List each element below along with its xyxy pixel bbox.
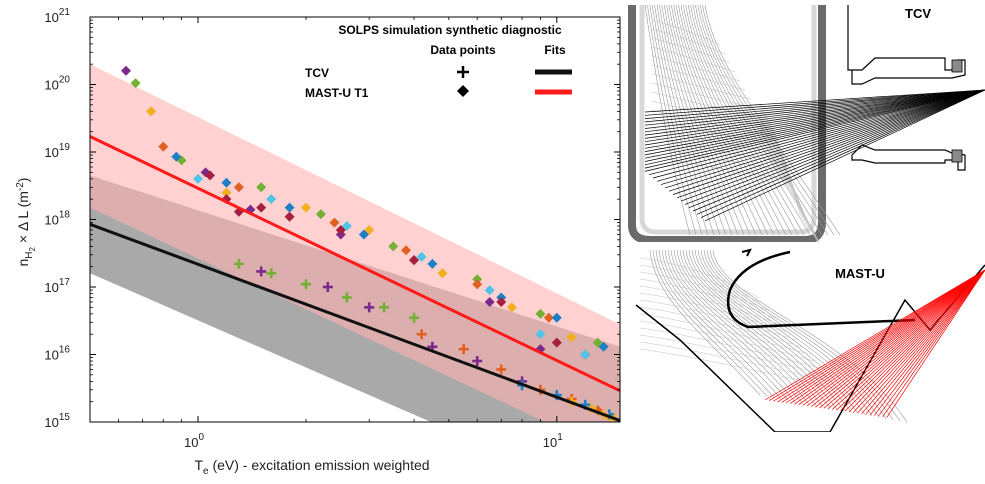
- data-point-diamond: [221, 187, 232, 198]
- data-point-diamond: [484, 285, 495, 296]
- y-tick-label: 1019: [44, 142, 70, 160]
- data-point-diamond: [341, 221, 352, 232]
- data-point-diamond: [266, 194, 277, 205]
- data-point-diamond: [146, 106, 157, 117]
- y-tick-label: 1017: [44, 277, 70, 295]
- mastu-lines-of-sight: [764, 269, 985, 418]
- data-point-diamond: [329, 217, 340, 228]
- mastu-label: MAST-U: [835, 266, 885, 281]
- mastu-schematic: MAST-U: [627, 247, 985, 432]
- data-point-plus: [341, 292, 352, 303]
- data-point-diamond: [592, 337, 603, 348]
- mastu-divertor-nose: [726, 250, 916, 329]
- data-point-diamond: [193, 173, 204, 184]
- legend-col-fits: Fits: [544, 43, 566, 57]
- data-point-plus: [409, 312, 420, 323]
- data-point-plus: [301, 279, 312, 290]
- legend-marker-plus: [457, 66, 469, 78]
- data-point-diamond: [551, 337, 562, 348]
- fit-lines: [90, 135, 620, 422]
- data-point-diamond: [543, 312, 554, 323]
- data-point-diamond: [158, 141, 169, 152]
- data-point-plus: [472, 356, 483, 367]
- data-point-plus: [322, 282, 333, 292]
- y-axis-label: nH2 × Δ L (m-2): [15, 178, 37, 267]
- data-point-diamond: [171, 151, 182, 162]
- data-point-diamond: [566, 332, 577, 343]
- x-tick-label: 101: [543, 432, 563, 450]
- confidence-bands: [90, 64, 620, 422]
- data-point-diamond: [551, 312, 562, 323]
- legend-marker-diamond: [457, 85, 469, 97]
- data-point-plus: [364, 302, 375, 313]
- data-point-diamond: [256, 182, 267, 193]
- data-point-plus: [416, 329, 427, 340]
- data-point-diamond: [233, 182, 244, 193]
- fit-line-1: [90, 135, 620, 393]
- legend-label-tcv: TCV: [305, 66, 329, 80]
- y-tick-label: 1021: [44, 7, 70, 25]
- data-point-plus: [379, 302, 390, 313]
- data-point-plus: [458, 344, 469, 355]
- fit-band-1: [90, 64, 620, 422]
- data-point-diamond: [221, 177, 232, 188]
- data-point-plus: [266, 268, 277, 279]
- data-point-diamond: [358, 229, 369, 240]
- tcv-port: [847, 5, 966, 171]
- data-point-diamond: [598, 341, 609, 352]
- x-axis-label: Te (eV) - excitation emission weighted: [194, 457, 429, 477]
- data-point-diamond: [484, 296, 495, 307]
- mastu-mesh: [639, 249, 908, 423]
- data-point-diamond: [301, 202, 312, 213]
- data-point-plus: [256, 266, 267, 277]
- tcv-tile-lining: [639, 5, 817, 235]
- data-point-plus: [233, 258, 244, 269]
- data-point-diamond: [580, 349, 591, 360]
- data-point-diamond: [388, 241, 399, 252]
- y-tick-label: 1016: [44, 345, 70, 363]
- x-tick-label: 100: [184, 432, 204, 450]
- data-point-diamond: [496, 296, 507, 307]
- axis-ticks: 1015 1016 1017 1018 1019 1020 1021 100 101: [44, 7, 620, 450]
- y-tick-label: 1015: [44, 412, 70, 430]
- data-point-diamond: [130, 78, 141, 89]
- fit-line-0: [90, 222, 620, 422]
- tcv-label: TCV: [905, 6, 931, 21]
- data-point-diamond: [427, 258, 438, 269]
- data-point-diamond: [535, 308, 546, 319]
- legend: SOLPS simulation synthetic diagnostic Da…: [305, 23, 572, 100]
- tcv-lines-of-sight: [644, 89, 985, 222]
- data-point-diamond: [284, 211, 295, 222]
- legend-title: SOLPS simulation synthetic diagnostic: [338, 23, 562, 37]
- data-point-diamond: [472, 279, 483, 290]
- legend-col-points: Data points: [430, 43, 496, 57]
- data-point-diamond: [437, 268, 448, 279]
- mastu-top-mark: [741, 248, 752, 257]
- y-tick-label: 1018: [44, 210, 70, 228]
- data-point-diamond: [335, 224, 346, 235]
- data-point-diamond: [284, 202, 295, 213]
- tcv-schematic: TCV: [627, 5, 985, 242]
- data-point-diamond: [205, 170, 216, 181]
- data-point-diamond: [121, 65, 132, 76]
- data-point-plus: [496, 364, 507, 375]
- data-point-diamond: [256, 202, 267, 213]
- data-point-diamond: [535, 329, 546, 340]
- legend-label-mastu: MAST-U T1: [305, 86, 369, 100]
- data-point-diamond: [401, 245, 412, 256]
- data-point-diamond: [315, 209, 326, 220]
- y-tick-label: 1020: [44, 75, 70, 93]
- data-point-diamond: [409, 255, 420, 266]
- data-point-diamond: [506, 302, 517, 313]
- tcv-vessel-wall: [628, 5, 826, 242]
- data-point-diamond: [416, 251, 427, 262]
